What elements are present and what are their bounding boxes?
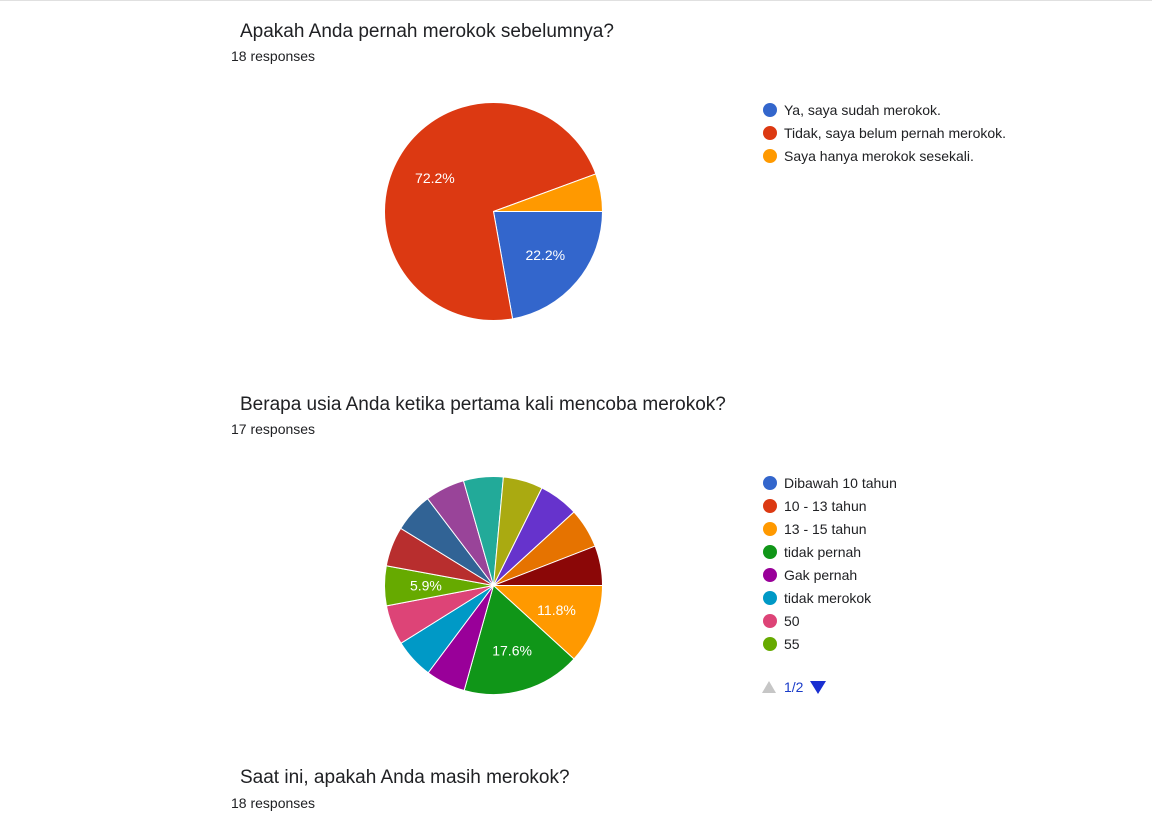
- pie-slice[interactable]: [492, 585, 604, 660]
- legend-dot-icon: [763, 102, 777, 117]
- legend-dot-icon: [763, 125, 777, 140]
- chart-legend: Ya, saya sudah merokok. Tidak, saya belum…: [763, 98, 1006, 167]
- pie-slice[interactable]: [492, 211, 604, 320]
- legend-label: 50: [784, 612, 800, 629]
- legend-item: Saya hanya merokok sesekali.: [763, 144, 1006, 167]
- legend-label: 55: [784, 635, 800, 652]
- question-title: Apakah Anda pernah merokok sebelumnya?: [240, 21, 614, 42]
- legend-label: Dibawah 10 tahun: [784, 474, 897, 491]
- legend-item: tidak pernah: [763, 540, 897, 563]
- pie-slice[interactable]: [493, 173, 604, 212]
- legend-label: Saya hanya merokok sesekali.: [784, 147, 974, 164]
- legend-label: Tidak, saya belum pernah merokok.: [784, 124, 1007, 141]
- legend-label: Ya, saya sudah merokok.: [784, 101, 941, 118]
- legend-item: Dibawah 10 tahun: [763, 471, 897, 494]
- legend-dot-icon: [763, 148, 777, 163]
- question-title: Berapa usia Anda ketika pertama kali men…: [240, 394, 726, 415]
- legend-item: 13 - 15 tahun: [763, 517, 897, 540]
- legend-item: 55: [763, 632, 897, 655]
- slice-label: 72.2%: [415, 170, 455, 186]
- slice-label: 17.6%: [492, 643, 532, 659]
- legend-dot-icon: [763, 613, 777, 628]
- response-count: 18 responses: [231, 48, 316, 64]
- pie-chart: 11.8% 17.6% 5.9%: [384, 476, 604, 695]
- pie-slice[interactable]: [384, 102, 597, 321]
- legend-item: Ya, saya sudah merokok.: [763, 98, 1006, 121]
- legend-item: 10 - 13 tahun: [763, 494, 897, 517]
- top-divider: [0, 0, 1152, 1]
- pie-slice[interactable]: [493, 545, 604, 586]
- response-count: 18 responses: [231, 795, 316, 811]
- legend-dot-icon: [763, 498, 777, 513]
- legend-label: 13 - 15 tahun: [784, 520, 867, 537]
- legend-dot-icon: [763, 567, 777, 582]
- legend-item: 50: [763, 609, 897, 632]
- response-count: 17 responses: [231, 421, 316, 437]
- pager-label: 1/2: [784, 679, 804, 695]
- legend-dot-icon: [763, 544, 777, 559]
- legend-item: tidak merokok: [763, 586, 897, 609]
- legend-dot-icon: [763, 636, 777, 651]
- legend-dot-icon: [763, 521, 777, 536]
- chart-legend: Dibawah 10 tahun 10 - 13 tahun 13 - 15 tah…: [763, 471, 897, 655]
- legend-label: tidak pernah: [784, 543, 862, 560]
- legend-label: Gak pernah: [784, 566, 858, 583]
- legend-dot-icon: [763, 590, 777, 605]
- pie-chart: 22.2% 72.2%: [384, 102, 604, 321]
- legend-item: Tidak, saya belum pernah merokok.: [763, 121, 1006, 144]
- slice-label: 5.9%: [410, 578, 442, 594]
- triangle-down-icon[interactable]: [810, 680, 827, 694]
- legend-pager: 1/2: [762, 679, 827, 695]
- slice-label: 11.8%: [537, 602, 576, 618]
- triangle-up-icon[interactable]: [762, 681, 776, 693]
- legend-dot-icon: [763, 475, 777, 490]
- slice-label: 22.2%: [525, 247, 565, 263]
- legend-label: 10 - 13 tahun: [784, 497, 867, 514]
- legend-label: tidak merokok: [784, 589, 872, 606]
- question-title: Saat ini, apakah Anda masih merokok?: [240, 767, 570, 788]
- pie-slice[interactable]: [463, 584, 575, 695]
- legend-item: Gak pernah: [763, 563, 897, 586]
